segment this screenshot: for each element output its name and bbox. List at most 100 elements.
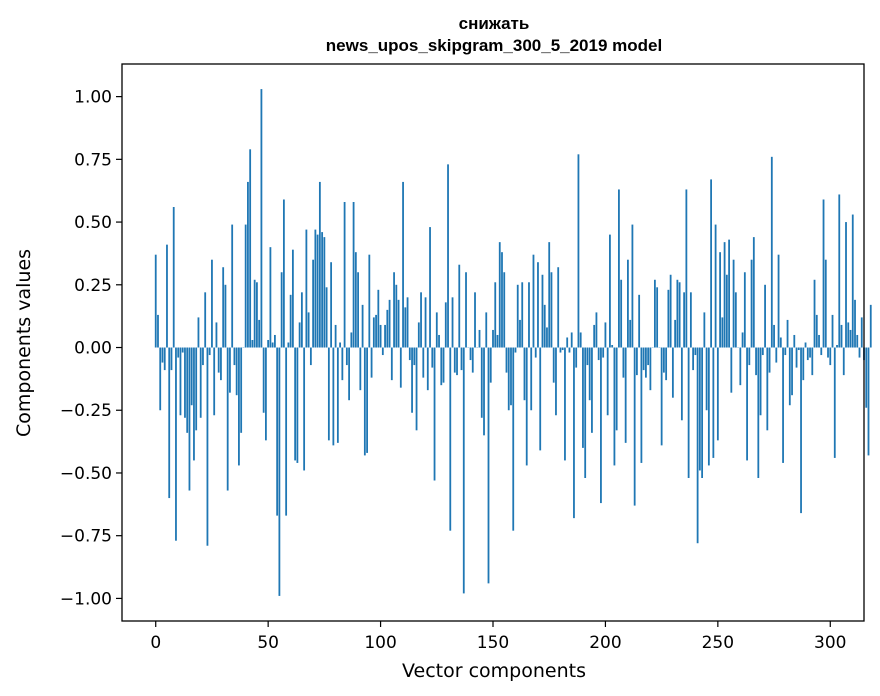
bar-component-248	[712, 347, 715, 458]
bar-component-181	[561, 347, 564, 351]
bar-component-0	[154, 254, 157, 348]
y-tick-label: 0.00	[74, 339, 112, 359]
bar-component-152	[496, 334, 499, 348]
bar-component-177	[552, 347, 555, 383]
bar-component-262	[743, 272, 746, 348]
bar-component-92	[361, 304, 364, 348]
bar-component-194	[591, 347, 593, 433]
bar-component-278	[779, 337, 782, 348]
bar-component-130	[447, 164, 449, 348]
bar-component-90	[357, 272, 359, 348]
bar-component-279	[782, 347, 784, 463]
bar-component-77	[327, 347, 330, 441]
bar-component-74	[321, 232, 324, 348]
bar-component-140	[469, 347, 472, 361]
bar-component-280	[784, 347, 787, 356]
bar-component-286	[797, 347, 800, 351]
bar-component-23	[206, 347, 209, 546]
bar-component-211	[629, 319, 632, 348]
bar-component-217	[642, 347, 645, 371]
bar-component-215	[638, 294, 641, 348]
bar-component-281	[786, 319, 789, 348]
bar-component-314	[860, 317, 863, 348]
bar-component-193	[588, 347, 591, 401]
bar-component-33	[229, 347, 231, 393]
bar-component-236	[685, 189, 688, 348]
bar-component-126	[438, 334, 440, 348]
bar-component-11	[179, 347, 182, 416]
x-tick-label: 0	[150, 633, 161, 653]
y-tick-label: 0.75	[74, 150, 112, 170]
bar-component-99	[377, 289, 380, 348]
bar-component-28	[217, 347, 220, 373]
bar-component-180	[559, 347, 562, 353]
bar-component-170	[537, 262, 539, 348]
bar-component-144	[478, 329, 481, 348]
bar-component-132	[451, 297, 454, 348]
bar-component-44	[253, 279, 256, 348]
bar-component-7	[170, 347, 173, 371]
bar-component-161	[516, 284, 519, 348]
bar-component-268	[757, 347, 760, 478]
bar-component-252	[721, 317, 724, 348]
bar-component-103	[386, 309, 389, 348]
bar-component-98	[375, 314, 377, 348]
bar-component-165	[525, 347, 528, 466]
y-tick-label: −0.25	[60, 401, 112, 421]
bar-component-128	[442, 347, 445, 383]
bar-component-179	[557, 267, 560, 348]
bar-component-14	[186, 347, 189, 433]
chart-title: снижать	[459, 14, 530, 33]
bar-component-284	[793, 334, 796, 348]
bar-component-265	[750, 259, 753, 348]
bar-component-275	[773, 324, 775, 348]
bar-component-174	[546, 327, 548, 348]
bar-component-148	[487, 347, 490, 584]
bar-component-75	[323, 237, 326, 348]
y-tick-label: −0.50	[60, 464, 112, 484]
bar-component-303	[836, 345, 838, 348]
bar-component-272	[766, 347, 769, 431]
bar-component-213	[633, 347, 636, 506]
bar-component-76	[325, 287, 328, 348]
bar-component-200	[604, 322, 607, 348]
bar-component-238	[689, 292, 692, 348]
bar-component-69	[309, 347, 312, 366]
bar-component-172	[541, 274, 544, 348]
bar-component-29	[220, 347, 222, 381]
bar-component-109	[399, 347, 402, 388]
bar-component-68	[307, 312, 310, 348]
bar-component-267	[755, 347, 757, 376]
bar-component-10	[177, 347, 180, 358]
bar-component-188	[577, 154, 580, 348]
x-tick-label: 50	[257, 633, 279, 653]
bar-component-73	[318, 181, 321, 348]
bar-component-182	[564, 347, 566, 461]
bar-component-222	[653, 279, 656, 348]
y-tick-label: 0.25	[74, 276, 112, 296]
bar-component-131	[449, 347, 452, 531]
bar-component-38	[240, 347, 243, 433]
bar-component-297	[822, 199, 825, 348]
bar-component-214	[636, 347, 638, 376]
bar-component-145	[480, 347, 483, 418]
bar-component-184	[568, 347, 571, 353]
bar-component-231	[674, 319, 677, 348]
bar-component-155	[503, 272, 506, 348]
bar-component-228	[667, 289, 670, 348]
bar-component-46	[258, 319, 261, 348]
bar-component-283	[791, 347, 793, 396]
bar-component-176	[550, 272, 553, 348]
bar-component-162	[519, 319, 521, 348]
bar-component-166	[528, 282, 530, 348]
bar-component-157	[507, 347, 510, 411]
bar-component-101	[381, 347, 384, 356]
bar-component-3	[161, 347, 164, 363]
bar-component-273	[768, 347, 771, 373]
bar-component-195	[593, 324, 596, 348]
bar-component-156	[505, 347, 508, 373]
bar-component-187	[575, 347, 578, 368]
bar-component-151	[494, 282, 497, 348]
bar-component-246	[707, 347, 710, 466]
bar-component-299	[827, 347, 829, 358]
